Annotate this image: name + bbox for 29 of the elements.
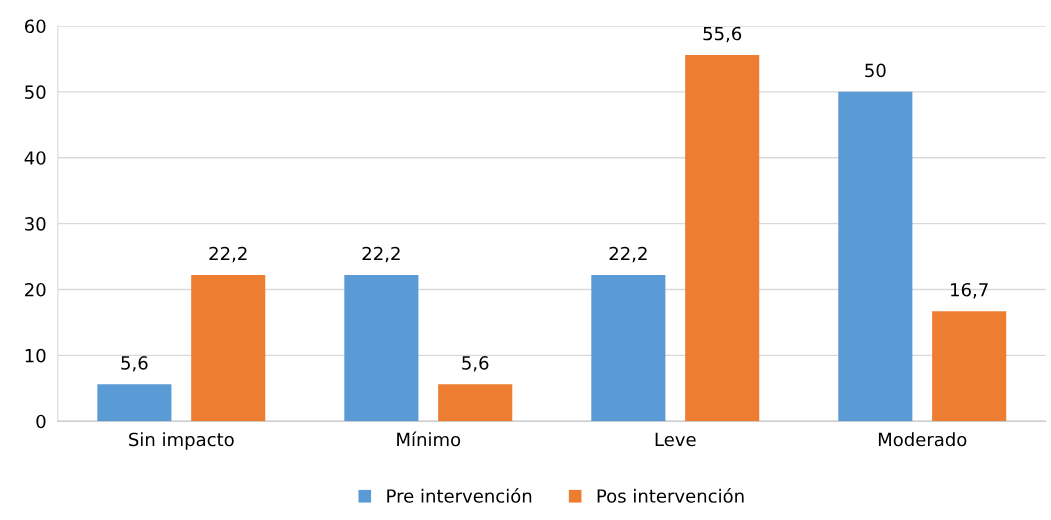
y-tick-label: 20 (25, 282, 46, 297)
data-label: 50 (865, 63, 886, 78)
data-label: 5,6 (462, 356, 489, 372)
data-label: 22,2 (209, 246, 247, 263)
x-tick-label: Sin impacto (129, 432, 234, 450)
bar (344, 274, 419, 422)
data-label: 5,6 (121, 356, 148, 372)
x-tick-label: Moderado (878, 432, 967, 447)
y-tick-label: 30 (25, 217, 46, 231)
y-tick-label: 40 (24, 151, 46, 165)
data-label: 55,6 (703, 26, 742, 43)
legend-label: Pre intervención (387, 488, 532, 503)
y-tick-label: 50 (25, 85, 46, 99)
bar (591, 274, 666, 422)
bar (438, 384, 513, 422)
bar (838, 91, 913, 422)
x-tick-label: Leve (655, 432, 696, 447)
data-label: 22,2 (362, 246, 400, 263)
bar (685, 54, 760, 422)
bar (191, 274, 266, 422)
y-tick-label: 10 (25, 348, 46, 363)
bar (97, 384, 172, 422)
x-tick-label: Mínimo (397, 431, 461, 447)
y-tick-label: 0 (36, 414, 46, 429)
y-tick-label: 60 (24, 19, 46, 34)
data-label: 22,2 (609, 246, 647, 263)
data-label: 16,7 (951, 282, 988, 299)
bar (932, 311, 1007, 422)
legend-label: Pos intervención (597, 488, 744, 503)
